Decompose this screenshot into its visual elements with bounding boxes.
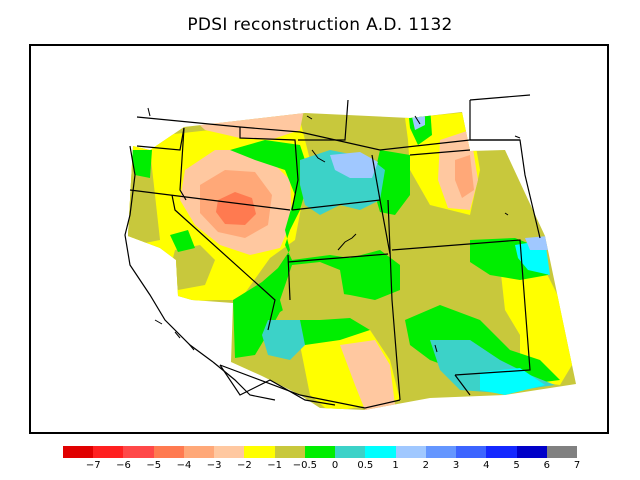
border-az-nm xyxy=(387,199,401,401)
boundaries xyxy=(124,94,541,409)
border-nv-ca xyxy=(171,194,276,331)
field-lightblue-east xyxy=(525,236,548,250)
field-lightblue-ne xyxy=(410,112,425,130)
field-lightblue-north xyxy=(330,152,378,178)
lake-5 xyxy=(434,344,438,353)
field-green-wy xyxy=(372,150,410,215)
island-1 xyxy=(174,331,181,339)
field-redorange-core xyxy=(216,192,256,225)
lake-3 xyxy=(514,135,521,139)
lake-1 xyxy=(147,107,151,117)
border-az-mexico xyxy=(219,364,401,409)
border-ut-az xyxy=(287,253,389,263)
border-id-or xyxy=(179,127,187,201)
field-yellow-east xyxy=(500,265,575,385)
island-3 xyxy=(154,319,163,325)
field-olive-sw xyxy=(170,245,215,290)
coast-gulf xyxy=(219,364,336,406)
lake-salt xyxy=(337,233,357,251)
field-green-sierra xyxy=(170,230,195,252)
border-co-nm xyxy=(391,239,531,376)
border-or-ca xyxy=(129,189,291,211)
border-mt xyxy=(298,99,349,141)
map-title: PDSI reconstruction A.D. 1132 xyxy=(187,15,453,35)
lakes xyxy=(147,107,521,353)
lake-4 xyxy=(504,212,509,216)
field-green-central xyxy=(230,140,400,358)
field-cyan-nm xyxy=(480,368,545,395)
border-ne-north xyxy=(409,149,471,156)
field-orange-ne xyxy=(455,155,474,198)
lake-yellowstone xyxy=(311,149,326,163)
coast-california xyxy=(124,145,214,363)
island-2 xyxy=(188,343,195,351)
lake-6 xyxy=(306,115,313,120)
field-teal-sw xyxy=(262,320,305,360)
field-peach-south xyxy=(340,340,395,410)
lake-2 xyxy=(414,115,421,125)
pdsi-field xyxy=(128,112,576,410)
field-green-south xyxy=(285,318,370,345)
border-wy-east xyxy=(371,154,381,201)
border-wa-or xyxy=(136,127,185,151)
coast-baja xyxy=(212,361,276,401)
field-green-coast xyxy=(130,150,152,178)
border-ne-sd xyxy=(470,139,541,239)
field-olive-utah xyxy=(280,262,345,325)
border-dakotas-b xyxy=(469,94,531,101)
border-nm-tx xyxy=(454,374,471,396)
border-id-mt xyxy=(239,127,299,211)
